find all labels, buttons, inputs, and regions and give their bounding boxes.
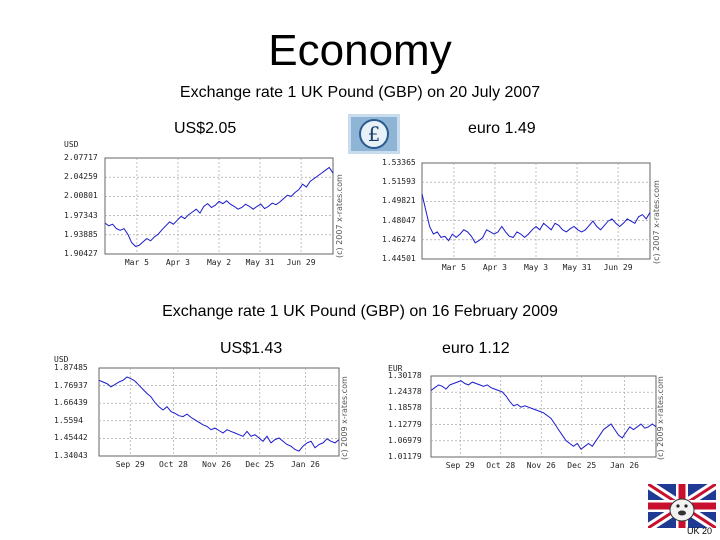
y-tick-label: 1.97343: [64, 210, 98, 220]
y-tick-label: 1.46274: [382, 234, 416, 244]
y-tick-label: 1.34043: [54, 451, 88, 460]
x-tick-label: Sep 29: [445, 461, 475, 470]
x-tick-label: Nov 26: [526, 461, 556, 470]
y-tick-label: 1.76937: [54, 380, 88, 390]
plot-area: [430, 375, 657, 458]
slide-title: Economy: [268, 26, 452, 75]
plot-frame: [430, 375, 657, 458]
plot-area: [98, 367, 340, 457]
svg-text:£: £: [368, 122, 381, 146]
usd-rate-2009: US$1.43: [220, 340, 283, 357]
x-tick-label: Sep 29: [115, 460, 145, 469]
y-tick-label: 1.53365: [382, 158, 416, 167]
usd-rate-2007: US$2.05: [174, 120, 237, 137]
y-tick-label: 2.00801: [64, 191, 98, 201]
x-tick-label: Oct 28: [158, 460, 188, 469]
unit-label: EUR: [388, 364, 403, 373]
y-tick-label: 2.04259: [64, 172, 98, 182]
y-tick-label: 1.06979: [388, 435, 422, 445]
watermark-eur-2007: (c) 2007 x-rates.com: [652, 180, 661, 264]
x-tick-label: Apr 3: [165, 258, 190, 267]
subtitle-2009: Exchange rate 1 UK Pound (GBP) on 16 Feb…: [162, 303, 558, 320]
plot-frame: [98, 367, 340, 457]
plot-area: [104, 157, 334, 255]
y-tick-label: 1.51593: [382, 177, 416, 187]
x-tick-label: Mar 5: [124, 258, 149, 267]
unit-label: USD: [54, 355, 69, 364]
watermark-usd-2009: (c) 2009 x-rates.com: [340, 376, 349, 460]
y-tick-label: 1.48047: [382, 215, 416, 225]
x-tick-label: Jan 26: [290, 460, 320, 469]
y-tick-label: 1.90427: [64, 249, 98, 258]
y-tick-label: 1.49821: [382, 196, 416, 206]
x-tick-label: May 3: [523, 263, 549, 272]
series-line: [98, 376, 340, 452]
x-tick-label: May 31: [245, 258, 275, 267]
plot-area: [421, 162, 651, 260]
x-tick-label: Nov 26: [202, 460, 232, 469]
y-tick-label: 1.5594: [54, 415, 83, 425]
y-tick-label: 1.45442: [54, 433, 88, 443]
series-line: [421, 193, 651, 244]
y-tick-label: 1.18578: [388, 403, 422, 413]
x-tick-label: May 31: [562, 263, 592, 272]
y-tick-label: 1.12779: [388, 419, 422, 429]
x-tick-label: Oct 28: [486, 461, 516, 470]
x-tick-label: May 2: [206, 258, 232, 267]
series-line: [104, 166, 334, 247]
x-tick-label: Jun 29: [286, 258, 316, 267]
watermark-usd-2007: (c) 2007 x-rates.com: [335, 174, 344, 258]
y-tick-label: 1.87485: [54, 363, 88, 372]
y-tick-label: 1.93885: [64, 229, 98, 239]
y-tick-label: 1.66439: [54, 398, 88, 408]
series-line: [430, 380, 657, 450]
y-tick-label: 1.01179: [388, 452, 422, 461]
x-tick-label: Jan 26: [610, 461, 639, 470]
slide-number: UK 20: [686, 526, 712, 536]
y-tick-label: 1.30178: [388, 371, 422, 380]
y-tick-label: 1.24378: [388, 387, 422, 397]
eur-rate-2009: euro 1.12: [442, 340, 510, 357]
subtitle-2007: Exchange rate 1 UK Pound (GBP) on 20 Jul…: [179, 84, 541, 101]
x-tick-label: Apr 3: [482, 263, 507, 272]
x-tick-label: Dec 25: [567, 461, 597, 470]
x-tick-label: Jun 29: [603, 263, 633, 272]
union-jack-bulldog-icon: [648, 484, 716, 528]
y-tick-label: 2.07717: [64, 153, 98, 162]
x-tick-label: Mar 5: [441, 263, 466, 272]
eur-rate-2007: euro 1.49: [468, 120, 536, 137]
pound-currency-logo-icon: £: [348, 114, 400, 154]
x-tick-label: Dec 25: [245, 460, 275, 469]
unit-label: USD: [64, 140, 79, 149]
y-tick-label: 1.44501: [382, 254, 416, 263]
watermark-eur-2009: (c) 2009 x-rates.com: [656, 376, 665, 460]
